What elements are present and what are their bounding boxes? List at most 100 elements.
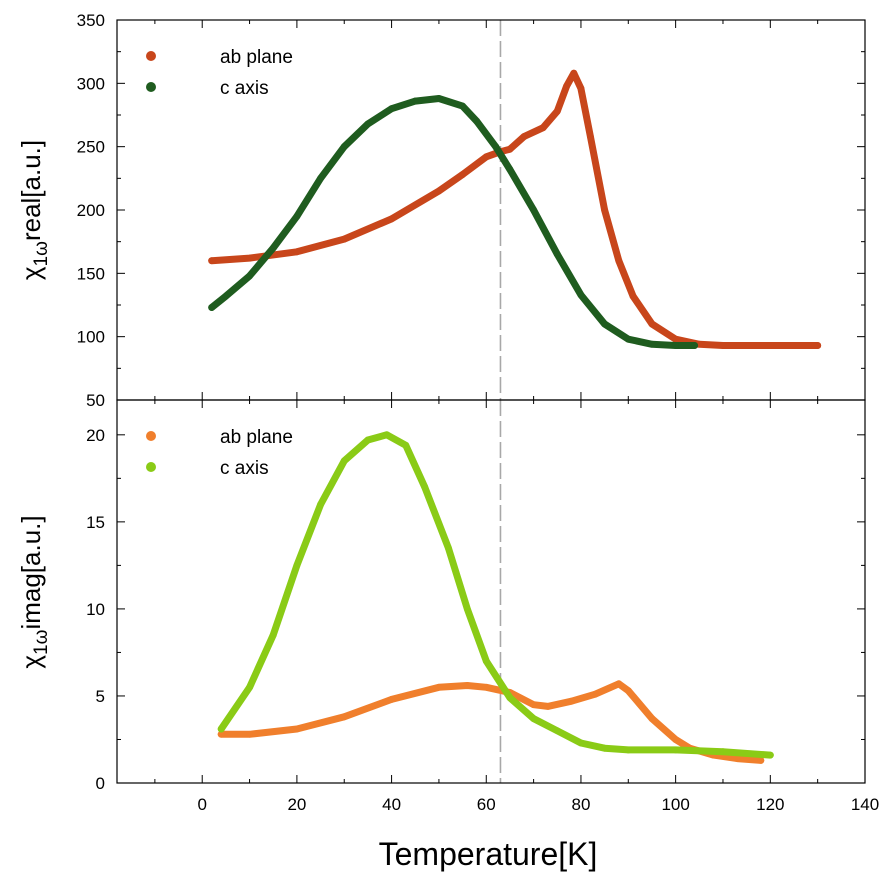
data-point [402, 441, 410, 449]
data-point [544, 703, 552, 710]
data-point [601, 744, 609, 752]
data-point [587, 133, 594, 140]
data-point [293, 248, 301, 256]
data-point [435, 95, 443, 102]
data-point [246, 254, 253, 262]
data-point [383, 431, 391, 439]
y-tick-label: 50 [86, 391, 105, 410]
data-point [482, 153, 490, 161]
plot-frame [116, 399, 866, 784]
y-axis-title-symbol: χ [16, 655, 46, 669]
data-point [624, 687, 632, 695]
data-point [317, 501, 324, 508]
data-point [568, 697, 575, 705]
data-point [814, 342, 822, 349]
y-axis-title-symbol: χ [16, 266, 46, 280]
data-point [269, 631, 277, 639]
y-tick-label: 10 [86, 600, 105, 619]
data-point [563, 82, 571, 90]
data-point [672, 746, 680, 754]
data-point [629, 292, 637, 300]
y-tick-label: 200 [77, 201, 105, 220]
y-tick-label: 20 [86, 426, 105, 445]
y-axis-title-text: imag[a.u.] [16, 515, 46, 629]
series-line [208, 69, 822, 349]
legend-marker [146, 431, 156, 441]
data-point [553, 250, 561, 258]
y-axis-title: χ1ωimag[a.u.] [16, 515, 52, 668]
data-point [530, 715, 538, 722]
data-point [553, 727, 561, 735]
y-tick-label: 15 [86, 513, 105, 532]
data-point [506, 166, 514, 173]
x-tick-label: 0 [197, 795, 206, 814]
data-point [672, 736, 680, 743]
data-point [459, 171, 466, 178]
data-point [463, 605, 471, 613]
x-axis-title: Temperature[K] [379, 836, 598, 872]
y-axis-title-subscript: 1ω [31, 241, 52, 267]
data-point [482, 683, 490, 691]
data-point [648, 320, 656, 328]
data-point [435, 683, 443, 691]
data-point [601, 206, 609, 214]
data-point [388, 105, 395, 113]
y-axis-title: χ1ωreal[a.u.] [16, 140, 52, 280]
data-point [421, 483, 429, 491]
data-point [293, 212, 301, 220]
y-tick-label: 300 [77, 74, 105, 93]
data-point [340, 235, 348, 243]
y-tick-label: 250 [77, 138, 105, 157]
x-tick-label: 120 [756, 795, 784, 814]
data-point [217, 730, 225, 738]
data-point [577, 739, 585, 747]
data-point [388, 696, 395, 703]
legend-marker [146, 82, 156, 92]
data-point [506, 694, 514, 702]
data-point [269, 244, 277, 252]
data-point [222, 292, 230, 300]
data-point [570, 69, 578, 77]
data-point [719, 342, 727, 349]
data-point [591, 690, 599, 698]
data-point [388, 215, 395, 223]
x-tick-label: 20 [287, 795, 306, 814]
real-part-panel: 50 100 150 200 250 300 350 ab plane c axis χ1ωrea… [16, 11, 866, 410]
data-point [577, 291, 585, 299]
data-point [506, 145, 514, 153]
data-point [482, 657, 490, 665]
data-point [553, 107, 561, 115]
data-point [340, 713, 348, 721]
legend-marker [146, 51, 156, 61]
data-point [615, 257, 623, 265]
data-point [435, 187, 443, 195]
data-point [672, 335, 680, 343]
y-axis-title-subscript: 1ω [31, 629, 52, 655]
data-point [293, 725, 301, 733]
y-tick-label: 100 [77, 328, 105, 347]
data-point [217, 725, 225, 733]
series-line [208, 95, 699, 349]
data-point [411, 97, 419, 105]
data-point [757, 756, 765, 764]
x-tick-label: 80 [571, 795, 590, 814]
data-point [648, 340, 656, 348]
data-point [719, 748, 727, 756]
imaginary-part-panel: 0 5 10 15 20 0 20 40 60 80 100 120 140 ab plane c axis… [16, 400, 879, 814]
x-tick-label: 100 [661, 795, 689, 814]
data-point [364, 436, 372, 444]
x-tick-label: 60 [477, 795, 496, 814]
y-tick-label: 5 [96, 687, 105, 706]
data-point [766, 342, 774, 349]
data-point [459, 102, 466, 110]
data-point [246, 730, 253, 738]
legend-label: c axis [220, 458, 269, 479]
y-tick-label: 350 [77, 11, 105, 30]
panel-frames [116, 19, 866, 784]
data-point [208, 304, 216, 311]
data-point [530, 701, 538, 709]
y-axis-title-text: real[a.u.] [16, 140, 46, 241]
legend-label: ab plane [220, 427, 293, 448]
data-point [520, 133, 528, 140]
data-point [246, 272, 253, 280]
